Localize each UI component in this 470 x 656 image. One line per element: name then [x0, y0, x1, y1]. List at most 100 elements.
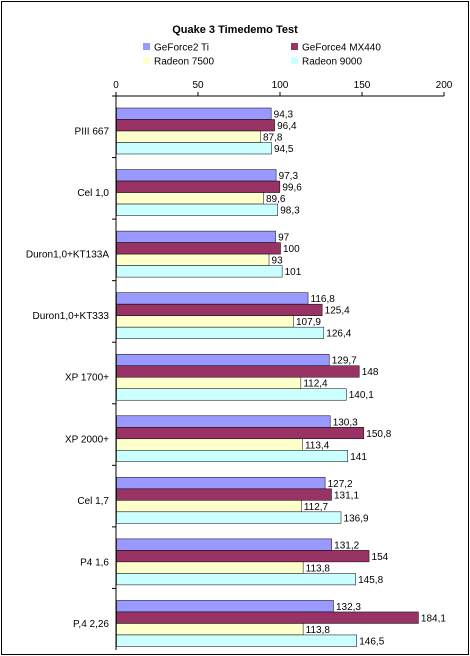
data-label-radeon-9000-xp-2000: 141 [350, 452, 367, 463]
legend-label-geforce4-mx440: GeForce4 MX440 [302, 43, 381, 54]
bar-radeon-7500-xp-1700 [116, 376, 302, 389]
bar-radeon-7500-piii-667 [116, 130, 261, 143]
data-label-radeon-9000-p-4-2-26: 146,5 [359, 636, 384, 647]
x-axis: 0 50 100 150 200 [112, 80, 453, 650]
data-label-geforce4-mx440-xp-2000: 150,8 [366, 429, 391, 440]
data-label-geforce4-mx440-duron1-0-kt133a: 100 [283, 244, 300, 255]
data-label-radeon-9000-cel-1-7: 136,9 [344, 513, 369, 524]
bar-geforce4-mx440-piii-667 [116, 119, 275, 132]
category-label-duron1-0-kt333: Duron1,0+KT333 [33, 311, 110, 322]
bar-radeon-9000-piii-667 [116, 142, 272, 155]
bar-geforce4-mx440-xp-2000 [116, 427, 365, 440]
bar-radeon-7500-cel-1-7 [116, 500, 302, 513]
data-label-radeon-9000-xp-1700: 140,1 [349, 390, 374, 401]
data-label-radeon-7500-xp-1700: 112,4 [303, 379, 328, 390]
bar-radeon-7500-p4-1-6 [116, 561, 304, 574]
bar-radeon-9000-cel-1-0 [116, 203, 278, 216]
data-label-radeon-7500-p4-1-6: 113,8 [306, 563, 331, 574]
data-label-geforce4-mx440-piii-667: 96,4 [277, 121, 297, 132]
x-tick-label-100: 100 [272, 80, 289, 91]
category-label-p-4-2-26: P,4 2,26 [73, 619, 109, 630]
data-label-radeon-9000-cel-1-0: 98,3 [280, 206, 300, 217]
bar-radeon-9000-duron1-0-kt133a [116, 265, 283, 278]
chart-title: Quake 3 Timedemo Test [172, 24, 298, 36]
data-labels: 94,396,487,894,597,399,689,698,397100931… [263, 110, 446, 648]
bar-radeon-9000-p-4-2-26 [116, 634, 358, 647]
data-label-geforce2-ti-cel-1-0: 97,3 [279, 171, 299, 182]
data-label-geforce2-ti-duron1-0-kt133a: 97 [278, 233, 290, 244]
data-label-radeon-7500-p-4-2-26: 113,8 [306, 625, 331, 636]
bar-radeon-7500-cel-1-0 [116, 192, 264, 205]
data-label-radeon-7500-piii-667: 87,8 [263, 133, 283, 144]
category-label-xp-1700: XP 1700+ [65, 373, 109, 384]
data-label-geforce2-ti-piii-667: 94,3 [274, 110, 294, 121]
bar-geforce2-ti-xp-1700 [116, 353, 330, 366]
bar-radeon-7500-xp-2000 [116, 438, 303, 451]
bar-radeon-9000-p4-1-6 [116, 573, 356, 586]
bar-geforce4-mx440-cel-1-7 [116, 488, 332, 501]
bar-geforce2-ti-cel-1-7 [116, 477, 326, 490]
data-label-geforce2-ti-duron1-0-kt333: 116,8 [311, 294, 336, 305]
bar-geforce4-mx440-p4-1-6 [116, 550, 370, 563]
data-label-geforce4-mx440-p4-1-6: 154 [372, 552, 389, 563]
category-label-duron1-0-kt133a: Duron1,0+KT133A [26, 250, 109, 261]
legend-swatch-geforce2-ti [143, 43, 150, 50]
data-label-radeon-7500-cel-1-0: 89,6 [266, 194, 286, 205]
data-label-geforce4-mx440-cel-1-0: 99,6 [282, 183, 302, 194]
x-tick-label-0: 0 [113, 80, 119, 91]
bar-geforce2-ti-xp-2000 [116, 415, 331, 428]
bar-radeon-9000-duron1-0-kt333 [116, 326, 325, 339]
category-label-cel-1-7: Cel 1,7 [77, 496, 109, 507]
data-label-radeon-7500-cel-1-7: 112,7 [304, 502, 329, 513]
bar-radeon-9000-xp-1700 [116, 388, 347, 401]
bars [116, 107, 419, 647]
legend-swatch-radeon-9000 [291, 57, 298, 64]
legend: GeForce2 Ti GeForce4 MX440 Radeon 7500 Rade… [143, 43, 381, 68]
legend-label-radeon-7500: Radeon 7500 [154, 57, 214, 68]
category-label-xp-2000: XP 2000+ [65, 434, 109, 445]
data-label-radeon-9000-p4-1-6: 145,8 [358, 575, 383, 586]
data-label-geforce4-mx440-xp-1700: 148 [362, 367, 379, 378]
legend-label-radeon-9000: Radeon 9000 [302, 57, 362, 68]
data-label-radeon-9000-piii-667: 94,5 [274, 144, 294, 155]
data-label-geforce2-ti-p4-1-6: 131,2 [334, 540, 359, 551]
data-label-geforce2-ti-p-4-2-26: 132,3 [336, 602, 361, 613]
data-label-geforce2-ti-xp-1700: 129,7 [332, 356, 357, 367]
legend-swatch-radeon-7500 [143, 57, 150, 64]
data-label-radeon-7500-duron1-0-kt133a: 93 [272, 256, 284, 267]
bar-geforce2-ti-duron1-0-kt333 [116, 292, 309, 305]
data-label-radeon-7500-duron1-0-kt333: 107,9 [296, 317, 321, 328]
data-label-geforce4-mx440-duron1-0-kt333: 125,4 [325, 306, 350, 317]
bar-geforce4-mx440-duron1-0-kt333 [116, 303, 323, 316]
legend-label-geforce2-ti: GeForce2 Ti [154, 43, 209, 54]
bar-radeon-7500-duron1-0-kt133a [116, 253, 270, 266]
data-label-geforce2-ti-cel-1-7: 127,2 [328, 479, 353, 490]
legend-swatch-geforce4-mx440 [291, 43, 298, 50]
bar-radeon-7500-p-4-2-26 [116, 623, 304, 636]
data-label-radeon-9000-duron1-0-kt133a: 101 [285, 267, 302, 278]
bar-geforce4-mx440-cel-1-0 [116, 180, 281, 193]
bar-radeon-7500-duron1-0-kt333 [116, 315, 294, 328]
bar-geforce4-mx440-xp-1700 [116, 365, 360, 378]
data-label-geforce4-mx440-p-4-2-26: 184,1 [421, 613, 446, 624]
category-label-piii-667: PIII 667 [75, 127, 110, 138]
bar-geforce2-ti-cel-1-0 [116, 169, 277, 182]
bar-geforce2-ti-p-4-2-26 [116, 600, 334, 613]
bar-radeon-9000-xp-2000 [116, 450, 348, 463]
x-tick-label-200: 200 [436, 80, 453, 91]
data-label-radeon-9000-duron1-0-kt333: 126,4 [326, 329, 351, 340]
data-label-geforce4-mx440-cel-1-7: 131,1 [334, 490, 359, 501]
x-tick-label-150: 150 [354, 80, 371, 91]
bar-geforce2-ti-p4-1-6 [116, 538, 332, 551]
category-label-cel-1-0: Cel 1,0 [77, 188, 109, 199]
bar-geforce4-mx440-duron1-0-kt133a [116, 242, 281, 255]
category-labels: PIII 667 Cel 1,0 Duron1,0+KT133A Duron1,0+K… [26, 127, 110, 630]
bar-geforce2-ti-duron1-0-kt133a [116, 230, 276, 243]
bar-radeon-9000-cel-1-7 [116, 511, 342, 524]
data-label-radeon-7500-xp-2000: 113,4 [305, 440, 330, 451]
x-tick-label-50: 50 [192, 80, 204, 91]
data-label-geforce2-ti-xp-2000: 130,3 [333, 417, 358, 428]
bar-geforce4-mx440-p-4-2-26 [116, 611, 419, 624]
bar-geforce2-ti-piii-667 [116, 107, 272, 120]
